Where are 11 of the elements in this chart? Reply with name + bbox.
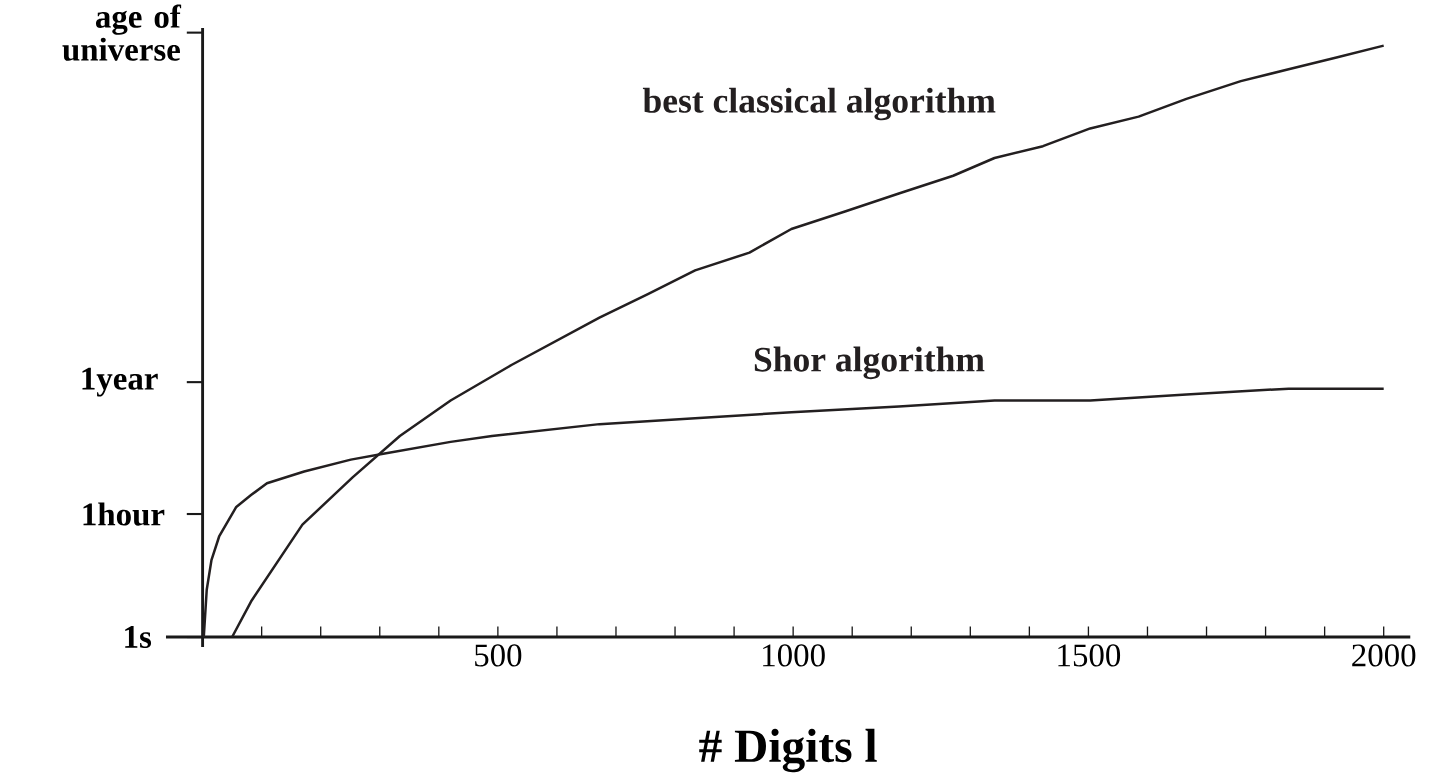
- x-tick-label: 1500: [1058, 644, 1121, 667]
- text: 1hour: [83, 502, 165, 526]
- x-tick-label: 2000: [1352, 644, 1416, 667]
- x-tick-label: 500: [475, 644, 522, 667]
- series-label: Shor algorithm: [754, 346, 985, 380]
- x-tick-label: 1000: [763, 644, 825, 667]
- x-axis-title: # Digits l: [699, 729, 877, 773]
- text: 1s: [125, 626, 152, 649]
- series-label: best classical algorithm: [642, 88, 996, 121]
- annotation: age of universe: [62, 4, 182, 62]
- text: 1year: [82, 367, 158, 397]
